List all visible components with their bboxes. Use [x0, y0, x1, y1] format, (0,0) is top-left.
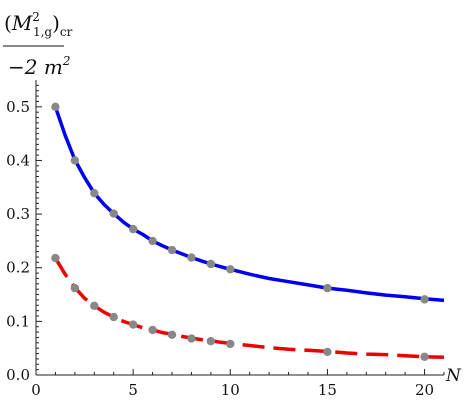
axes [35, 80, 444, 376]
ylabel-denominator: −2 m [8, 55, 63, 79]
x-tick-label: 15 [318, 381, 337, 399]
upper-data-point [420, 295, 429, 304]
upper-data-point [128, 224, 138, 234]
upper-data-point [148, 236, 157, 246]
y-tick-label: 0.0 [6, 366, 30, 384]
lower-data-point [148, 325, 157, 335]
points-layer [51, 102, 429, 361]
y-axis-label-denominator: −2 m2 [8, 54, 70, 79]
y-tick-label: 0.4 [6, 151, 30, 169]
ylabel-subscript: 1,g [33, 25, 52, 39]
ylabel-outer-subscript: cr [60, 25, 73, 39]
upper-data-point [167, 245, 177, 255]
lower-data-point [206, 337, 216, 346]
y-tick-label: 0.2 [6, 259, 30, 277]
upper-data-point [206, 259, 216, 269]
upper-data-point [226, 265, 235, 274]
dashed-series-line [53, 257, 445, 360]
y-tick-label: 0.5 [6, 98, 30, 116]
upper-data-point [51, 102, 60, 112]
x-tick-label: 0 [31, 381, 41, 399]
solid-series-line [53, 106, 445, 303]
upper-data-point [323, 283, 332, 293]
ylabel-superscript: 2 [32, 10, 40, 24]
lower-data-point [109, 312, 118, 322]
series-layer [53, 106, 445, 360]
upper-data-point [90, 188, 99, 198]
y-axis-label: (M2 1,g)cr −2 m2 [3, 10, 73, 79]
y-axis-label-numerator: (M2 1,g)cr [4, 10, 73, 39]
ylabel-paren-open: ( [4, 11, 12, 35]
x-tick-label: 20 [415, 381, 434, 399]
x-tick-label: 5 [128, 381, 138, 399]
lower-data-point [187, 334, 196, 343]
ticks-layer: 0 5 10 15 20 0.0 0.1 0.2 0.3 0.4 0.5 [6, 84, 445, 399]
x-tick-label: 10 [221, 381, 240, 399]
lower-data-point [226, 339, 235, 349]
lower-data-point [323, 347, 332, 357]
lower-data-point [167, 330, 177, 339]
lower-data-point [90, 301, 99, 311]
upper-data-point [70, 156, 80, 165]
lower-data-point [420, 352, 429, 361]
upper-data-point [109, 209, 118, 218]
y-tick-label: 0.3 [6, 205, 30, 223]
ylabel-symbol: M [11, 11, 33, 35]
ylabel-denominator-superscript: 2 [62, 54, 71, 68]
x-axis-label: N [445, 366, 462, 386]
y-tick-label: 0.1 [6, 312, 30, 330]
lower-data-point [70, 283, 80, 293]
upper-data-point [187, 253, 196, 262]
lower-data-point [51, 253, 60, 263]
ylabel-paren-close: ) [52, 11, 60, 35]
lower-data-point [128, 320, 138, 329]
